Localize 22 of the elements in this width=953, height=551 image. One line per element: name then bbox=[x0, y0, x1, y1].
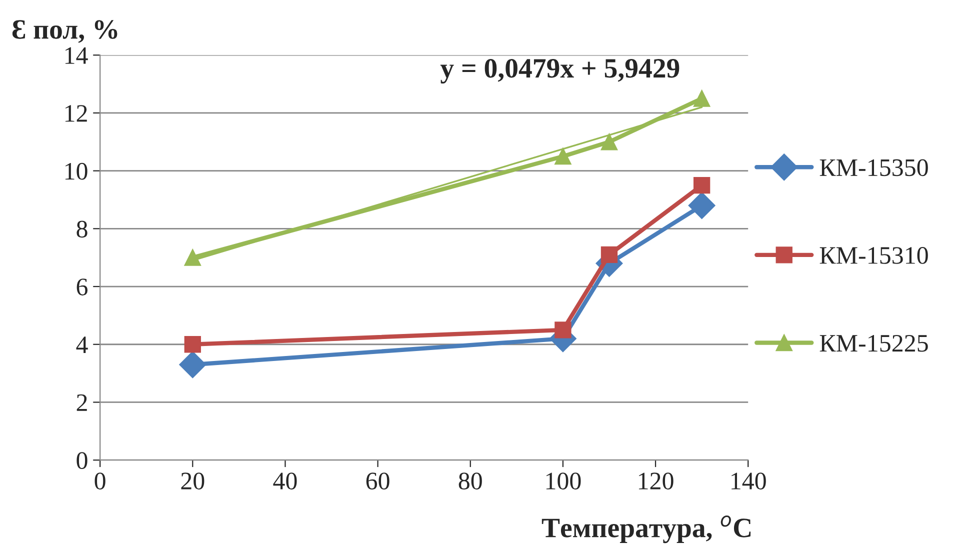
y-tick-label: 8 bbox=[76, 220, 88, 238]
y-tick-label: 2 bbox=[76, 394, 87, 411]
x-tick-label: 140 bbox=[732, 472, 766, 490]
y-axis-title: Ɛ пол, % bbox=[12, 20, 118, 43]
annotation: y = 0,0479x + 5,9429 bbox=[440, 58, 680, 84]
x-tick-label: 100 bbox=[546, 472, 581, 490]
x-axis-title: Температура, $^{o}$С bbox=[542, 516, 751, 544]
y-tick-label: 4 bbox=[76, 336, 88, 354]
legend-label: КМ-15310 bbox=[820, 247, 928, 264]
x-tick-label: 60 bbox=[366, 472, 390, 490]
y-tick-label: 12 bbox=[65, 105, 87, 122]
y-tick-label: 10 bbox=[65, 162, 88, 180]
x-tick-label: 0 bbox=[94, 472, 106, 490]
y-tick-label: 0 bbox=[76, 452, 88, 470]
y-tick-label: 14 bbox=[65, 47, 88, 64]
legend-label: КМ-15350 bbox=[820, 159, 928, 176]
x-tick-label: 80 bbox=[458, 472, 482, 490]
y-tick-label: 6 bbox=[76, 278, 88, 296]
legend-label: КМ-15225 bbox=[820, 334, 928, 352]
x-tick-label: 40 bbox=[273, 472, 297, 490]
x-tick-label: 20 bbox=[181, 472, 204, 490]
x-tick-label: 120 bbox=[638, 472, 674, 490]
